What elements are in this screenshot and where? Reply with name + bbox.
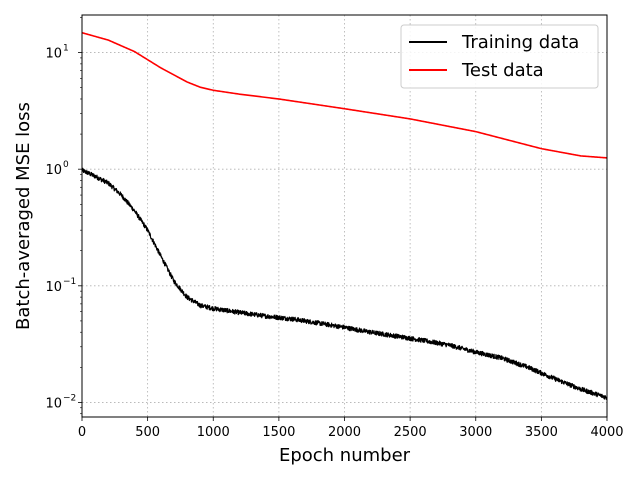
y-tick-label: 10	[45, 280, 62, 295]
series-lines	[81, 31, 608, 400]
y-tick-label: 10	[45, 163, 62, 178]
y-tick-exponent: −2	[63, 393, 76, 403]
x-tick-label: 500	[135, 425, 160, 440]
y-tick-exponent: −1	[63, 277, 76, 287]
legend-label: Test data	[461, 60, 544, 81]
y-tick-label: 10	[45, 47, 62, 62]
x-tick-label: 0	[78, 425, 86, 440]
y-axis-title: Batch-averaged MSE loss	[13, 102, 34, 330]
legend-box	[400, 24, 599, 89]
y-tick-exponent: 0	[63, 160, 69, 170]
x-tick-label: 2000	[328, 425, 361, 440]
x-axis-title: Epoch number	[279, 445, 411, 466]
series-line-test-data	[81, 31, 608, 159]
legend-label: Training data	[461, 32, 579, 53]
y-tick-exponent: 1	[63, 44, 69, 54]
x-tick-label: 1000	[197, 425, 230, 440]
x-tick-label: 1500	[262, 425, 295, 440]
legend: Training data Test data	[400, 24, 599, 89]
x-tick-label: 3000	[459, 425, 492, 440]
x-tick-label: 2500	[394, 425, 427, 440]
series-line-training-data	[81, 167, 608, 400]
x-tick-label: 3500	[525, 425, 558, 440]
y-tick-label: 10	[45, 396, 62, 411]
x-tick-label: 4000	[590, 425, 623, 440]
axis-ticks: 0 500 1000 1500 2000 2500 3000 3500 400010−210−1…	[45, 17, 624, 440]
